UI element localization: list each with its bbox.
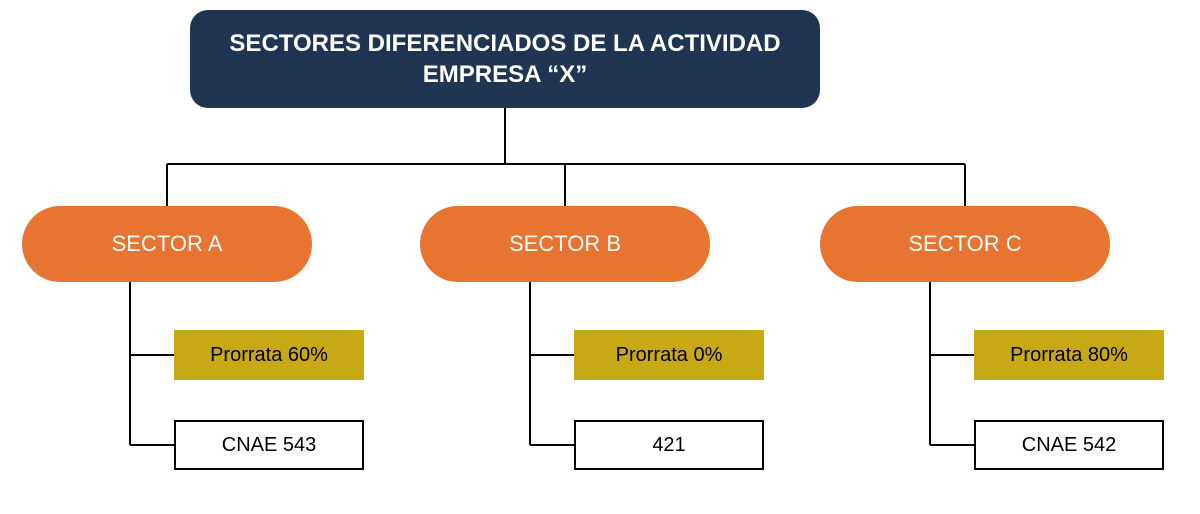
prorrata-label: Prorrata 60% <box>210 344 328 367</box>
prorrata-label: Prorrata 0% <box>616 344 723 367</box>
root-title-line2: EMPRESA “X” <box>229 59 780 90</box>
root-title-line1: SECTORES DIFERENCIADOS DE LA ACTIVIDAD <box>229 28 780 59</box>
sector-label: SECTOR A <box>112 231 223 257</box>
prorrata-label: Prorrata 80% <box>1010 344 1128 367</box>
cnae-label: CNAE 543 <box>222 434 317 457</box>
sector-node: SECTOR C <box>820 206 1110 282</box>
prorrata-node: Prorrata 60% <box>174 330 364 380</box>
cnae-node: CNAE 542 <box>974 420 1164 470</box>
sector-label: SECTOR C <box>908 231 1021 257</box>
sector-node: SECTOR B <box>420 206 710 282</box>
prorrata-node: Prorrata 0% <box>574 330 764 380</box>
sector-label: SECTOR B <box>509 231 621 257</box>
cnae-node: 421 <box>574 420 764 470</box>
cnae-node: CNAE 543 <box>174 420 364 470</box>
root-node: SECTORES DIFERENCIADOS DE LA ACTIVIDAD E… <box>190 10 820 108</box>
sector-node: SECTOR A <box>22 206 312 282</box>
prorrata-node: Prorrata 80% <box>974 330 1164 380</box>
cnae-label: CNAE 542 <box>1022 434 1117 457</box>
cnae-label: 421 <box>652 434 685 457</box>
